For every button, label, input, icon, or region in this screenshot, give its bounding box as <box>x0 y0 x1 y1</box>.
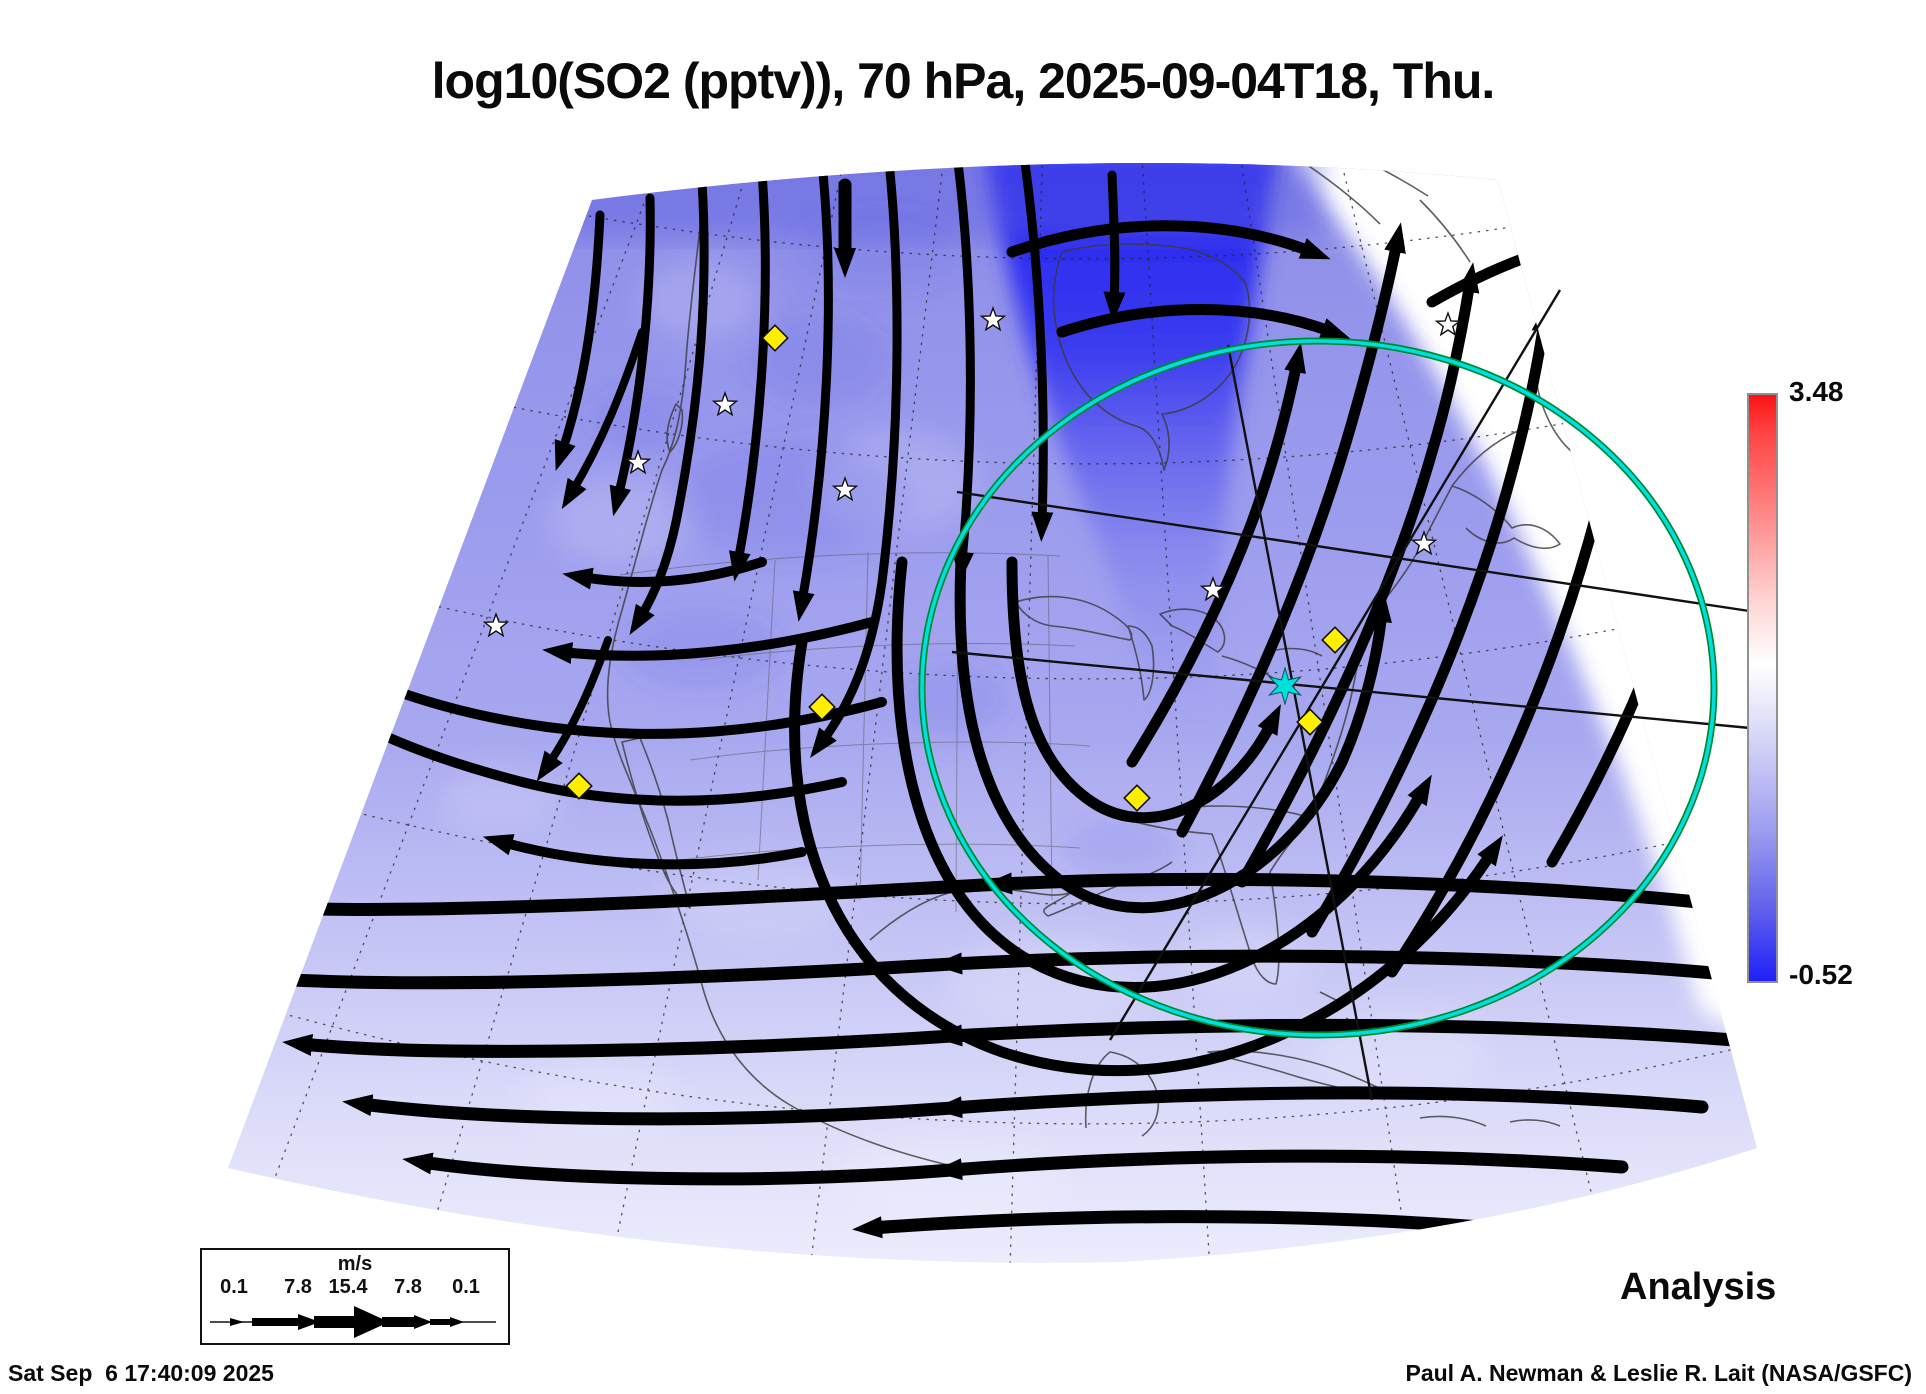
section-line <box>956 490 1757 614</box>
city-star-icon <box>1410 529 1438 556</box>
center-star-icon <box>1267 666 1303 706</box>
colorbar <box>1747 393 1778 983</box>
plot-title: log10(SO2 (pptv)), 70 hPa, 2025-09-04T18… <box>431 53 1496 109</box>
so2-plume <box>985 163 1278 725</box>
colorbar-min-label: -0.52 <box>1789 959 1853 990</box>
wind-speed-legend: m/s 0.1 7.8 15.4 7.8 0.1 <box>200 1248 510 1345</box>
city-star-icon <box>711 390 739 417</box>
colorbar-max-label: 3.48 <box>1789 376 1844 407</box>
wind-legend-value: 15.4 <box>328 1276 368 1298</box>
plume-center-star <box>1267 666 1303 706</box>
wind-legend-units: m/s <box>337 1253 373 1275</box>
wind-legend-value: 0.1 <box>220 1276 248 1298</box>
generated-timestamp: Sat Sep 6 17:40:09 2025 <box>8 1360 274 1386</box>
city-star-icon <box>624 448 652 475</box>
wind-streamlines <box>242 163 1757 1239</box>
wind-legend-arrow-glyph <box>210 1306 496 1338</box>
state-borders <box>619 549 1091 913</box>
status-badge: Analysis <box>1620 1266 1777 1308</box>
city-star-icon <box>482 611 510 638</box>
city-star-icon <box>1199 575 1227 602</box>
city-star-icon <box>1434 310 1462 337</box>
city-star-icon <box>831 475 859 502</box>
section-lines <box>951 289 1757 1101</box>
section-line <box>1108 289 1562 1041</box>
city-star-icon <box>979 305 1007 332</box>
diamond-markers <box>565 324 1349 812</box>
range-ring <box>918 337 1718 1039</box>
diamond-marker-icon <box>808 693 836 721</box>
wind-legend-value: 7.8 <box>284 1276 312 1298</box>
diamond-marker-icon <box>565 772 593 800</box>
high-value-region <box>1262 163 1757 1060</box>
credit-line: Paul A. Newman & Leslie R. Lait (NASA/GS… <box>1405 1360 1912 1386</box>
diamond-marker-icon <box>1123 784 1151 812</box>
wind-legend-value: 0.1 <box>452 1276 480 1298</box>
range-ring-circle <box>920 339 1716 1037</box>
city-star-markers <box>482 305 1462 638</box>
diamond-marker-icon <box>1321 626 1349 654</box>
diamond-marker-icon <box>761 324 789 352</box>
section-line <box>951 650 1751 730</box>
diamond-marker-icon <box>1296 708 1324 736</box>
wind-legend-value: 7.8 <box>394 1276 422 1298</box>
